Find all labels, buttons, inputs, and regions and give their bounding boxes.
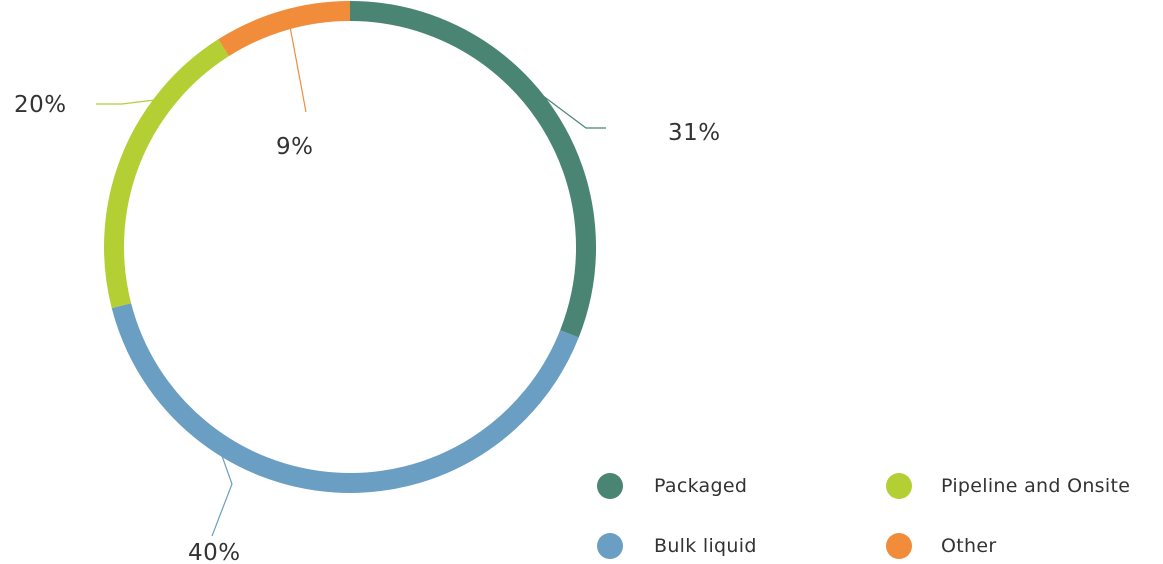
leader-lines bbox=[96, 15, 606, 537]
legend-swatch-other bbox=[886, 533, 912, 559]
legend: Packaged Pipeline and Onsite Bulk liquid… bbox=[597, 473, 1130, 559]
legend-item-bulk-liquid: Bulk liquid bbox=[597, 533, 757, 559]
legend-label-packaged: Packaged bbox=[654, 475, 747, 497]
donut-segment-bulk-liquid bbox=[111, 303, 579, 493]
legend-label-other: Other bbox=[941, 535, 996, 557]
percent-labels: 31% 40% 20% 9% bbox=[14, 92, 721, 564]
legend-swatch-bulk-liquid bbox=[597, 533, 623, 559]
leader-line-pipeline-and-onsite bbox=[96, 98, 161, 105]
legend-label-bulk-liquid: Bulk liquid bbox=[654, 535, 757, 557]
donut-segment-pipeline-and-onsite bbox=[104, 39, 229, 309]
legend-item-other: Other bbox=[886, 533, 996, 559]
donut-segments bbox=[104, 1, 596, 493]
label-packaged: 31% bbox=[668, 120, 721, 146]
donut-segment-other bbox=[218, 1, 351, 57]
legend-item-pipeline-and-onsite: Pipeline and Onsite bbox=[886, 473, 1130, 499]
leader-line-other bbox=[287, 15, 307, 113]
leader-line-bulk-liquid bbox=[211, 448, 233, 537]
label-other: 9% bbox=[276, 134, 314, 160]
legend-swatch-packaged bbox=[597, 473, 623, 499]
legend-label-pipeline-and-onsite: Pipeline and Onsite bbox=[941, 475, 1130, 497]
leader-line-packaged bbox=[458, 32, 606, 129]
legend-item-packaged: Packaged bbox=[597, 473, 747, 499]
donut-segment-packaged bbox=[349, 1, 596, 338]
label-pipeline-and-onsite: 20% bbox=[14, 92, 67, 118]
label-bulk-liquid: 40% bbox=[188, 540, 241, 564]
legend-swatch-pipeline-and-onsite bbox=[886, 473, 912, 499]
